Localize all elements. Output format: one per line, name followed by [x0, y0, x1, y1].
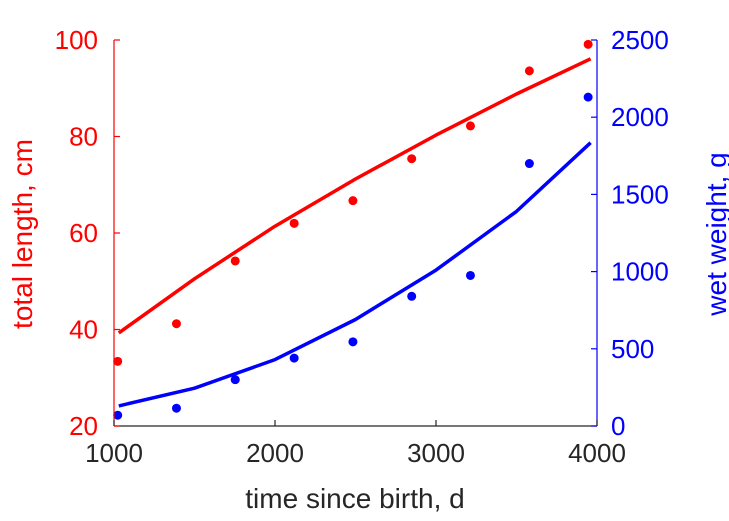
length-data-point [524, 66, 534, 76]
y-left-tick-label: 80 [69, 122, 98, 152]
weight-data-point [113, 410, 123, 420]
y-left-tick-label: 60 [69, 218, 98, 248]
length-fit-line [117, 57, 592, 335]
x-tick-label: 2000 [246, 438, 304, 468]
weight-data-point [407, 291, 417, 301]
x-axis-title: time since birth, d [245, 483, 464, 514]
y-left-tick-label: 20 [69, 411, 98, 441]
weight-data-point [524, 159, 534, 169]
length-data-point [348, 196, 358, 206]
length-data-point [171, 319, 181, 329]
length-data-point [289, 218, 299, 228]
y-right-tick-label: 0 [611, 411, 625, 441]
weight-data-point [348, 337, 358, 347]
plot-marks [113, 39, 593, 420]
y-right-axis-ticks: 0 500 1000 1500 2000 2500 [591, 25, 669, 441]
length-data-point [407, 154, 417, 164]
weight-data-point [465, 270, 475, 280]
length-data-point [230, 256, 240, 266]
x-tick-label: 1000 [85, 438, 143, 468]
length-data-point [113, 356, 123, 366]
weight-data-point [583, 92, 593, 102]
weight-fit-line [118, 141, 592, 408]
y-right-tick-label: 2500 [611, 25, 669, 55]
y-right-tick-label: 500 [611, 334, 654, 364]
weight-data-point [171, 403, 181, 413]
x-tick-label: 4000 [568, 438, 626, 468]
length-data-point [583, 39, 593, 49]
weight-data-point [289, 353, 299, 363]
y-left-tick-label: 100 [55, 25, 98, 55]
y-right-axis-title: wet weight, g [701, 152, 729, 316]
y-left-axis-ticks: 20 40 60 80 100 [55, 25, 120, 441]
y-right-tick-label: 1000 [611, 257, 669, 287]
y-left-tick-label: 40 [69, 315, 98, 345]
x-axis-ticks: 1000 2000 3000 4000 [85, 420, 626, 468]
y-right-tick-label: 1500 [611, 179, 669, 209]
x-tick-label: 3000 [407, 438, 465, 468]
length-data-point [465, 121, 475, 131]
weight-data-point [230, 375, 240, 385]
y-left-axis-title: total length, cm [7, 139, 38, 329]
y-right-tick-label: 2000 [611, 102, 669, 132]
